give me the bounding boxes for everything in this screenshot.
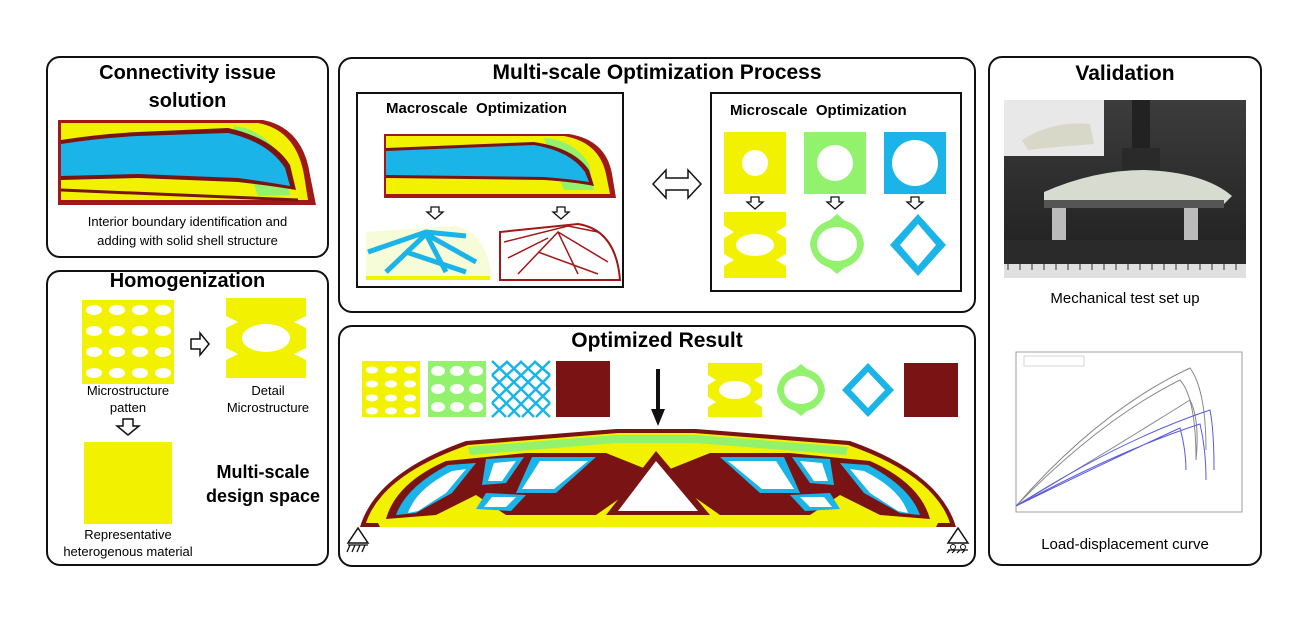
result-blue-cell (842, 363, 894, 417)
down-arrow-icon (425, 206, 445, 220)
micro-cell-green-circle (804, 132, 866, 194)
result-yellow-cell (708, 363, 762, 417)
green-pattern-tile (428, 361, 486, 417)
down-arrow-icon (745, 196, 765, 210)
micro-caption-line2: patten (109, 400, 147, 415)
macro-boundary-result (499, 222, 622, 281)
result-title: Optimized Result (571, 329, 743, 352)
result-panel: Optimized Result (338, 325, 976, 567)
yellow-pattern-tile (362, 361, 420, 417)
down-arrow-icon (825, 196, 845, 210)
connectivity-beam-diagram (58, 120, 316, 205)
micro-cell-yellow-circle (724, 132, 786, 194)
maroon-pattern-tile (556, 361, 610, 417)
blue-pattern-tile (491, 360, 551, 418)
connectivity-caption-line2: adding with solid shell structure (97, 233, 278, 248)
down-arrow-icon (551, 206, 571, 220)
micro-opt-green (810, 214, 864, 274)
microstructure-pattern-image (82, 300, 174, 384)
macroscale-label: Macroscale Optimization (386, 100, 567, 117)
representative-material-square (84, 442, 172, 524)
micro-opt-blue (890, 214, 946, 276)
left-support-icon (346, 526, 370, 553)
down-arrow-icon (114, 418, 142, 436)
homogenization-panel: Homogenization Microstructure patten Det… (46, 270, 329, 566)
multi-scale-line1: Multi-scale (216, 462, 310, 482)
load-displacement-chart (1015, 351, 1243, 513)
double-arrow-icon (651, 168, 703, 200)
connectivity-caption-line1: Interior boundary identification and (87, 214, 288, 229)
process-title: Multi-scale Optimization Process (492, 61, 822, 84)
detail-microstructure-image (226, 298, 306, 378)
validation-title: Validation (1075, 62, 1175, 85)
load-arrow-icon (651, 369, 665, 426)
micro-cell-blue-circle (884, 132, 946, 194)
mechanical-test-photo (1004, 100, 1246, 278)
detail-caption-line2: Microstructure (226, 400, 310, 415)
microscale-label: Microscale Optimization (730, 102, 907, 119)
photo-caption: Mechanical test set up (1050, 290, 1200, 307)
connectivity-panel: Connectivity issue solution Interior bou… (46, 56, 329, 258)
rep-caption-line2: heterogenous material (63, 544, 193, 559)
macro-density-result (366, 226, 492, 280)
validation-panel: Validation Mechanical test set up Load-d… (988, 56, 1262, 566)
detail-caption-line1: Detail (251, 383, 285, 398)
connectivity-title-line2: solution (148, 90, 227, 112)
macro-beam-diagram (384, 134, 616, 198)
process-panel: Multi-scale Optimization Process Macrosc… (338, 57, 976, 313)
microscale-box: Microscale Optimization (710, 92, 962, 292)
multi-scale-line2: design space (205, 486, 321, 506)
right-support-icon (946, 526, 970, 554)
micro-caption-line1: Microstructure (86, 383, 170, 398)
homogenization-title: Homogenization (109, 270, 266, 292)
right-arrow-icon (190, 330, 210, 358)
curve-caption: Load-displacement curve (1041, 536, 1209, 553)
connectivity-title-line1: Connectivity issue (99, 62, 276, 84)
result-maroon-cell (904, 363, 958, 417)
result-green-cell (777, 364, 825, 416)
micro-opt-yellow (724, 212, 786, 278)
macroscale-box: Macroscale Optimization (356, 92, 624, 288)
rep-caption-line1: Representative (84, 527, 172, 542)
optimized-bridge-structure (360, 429, 956, 527)
down-arrow-icon (905, 196, 925, 210)
